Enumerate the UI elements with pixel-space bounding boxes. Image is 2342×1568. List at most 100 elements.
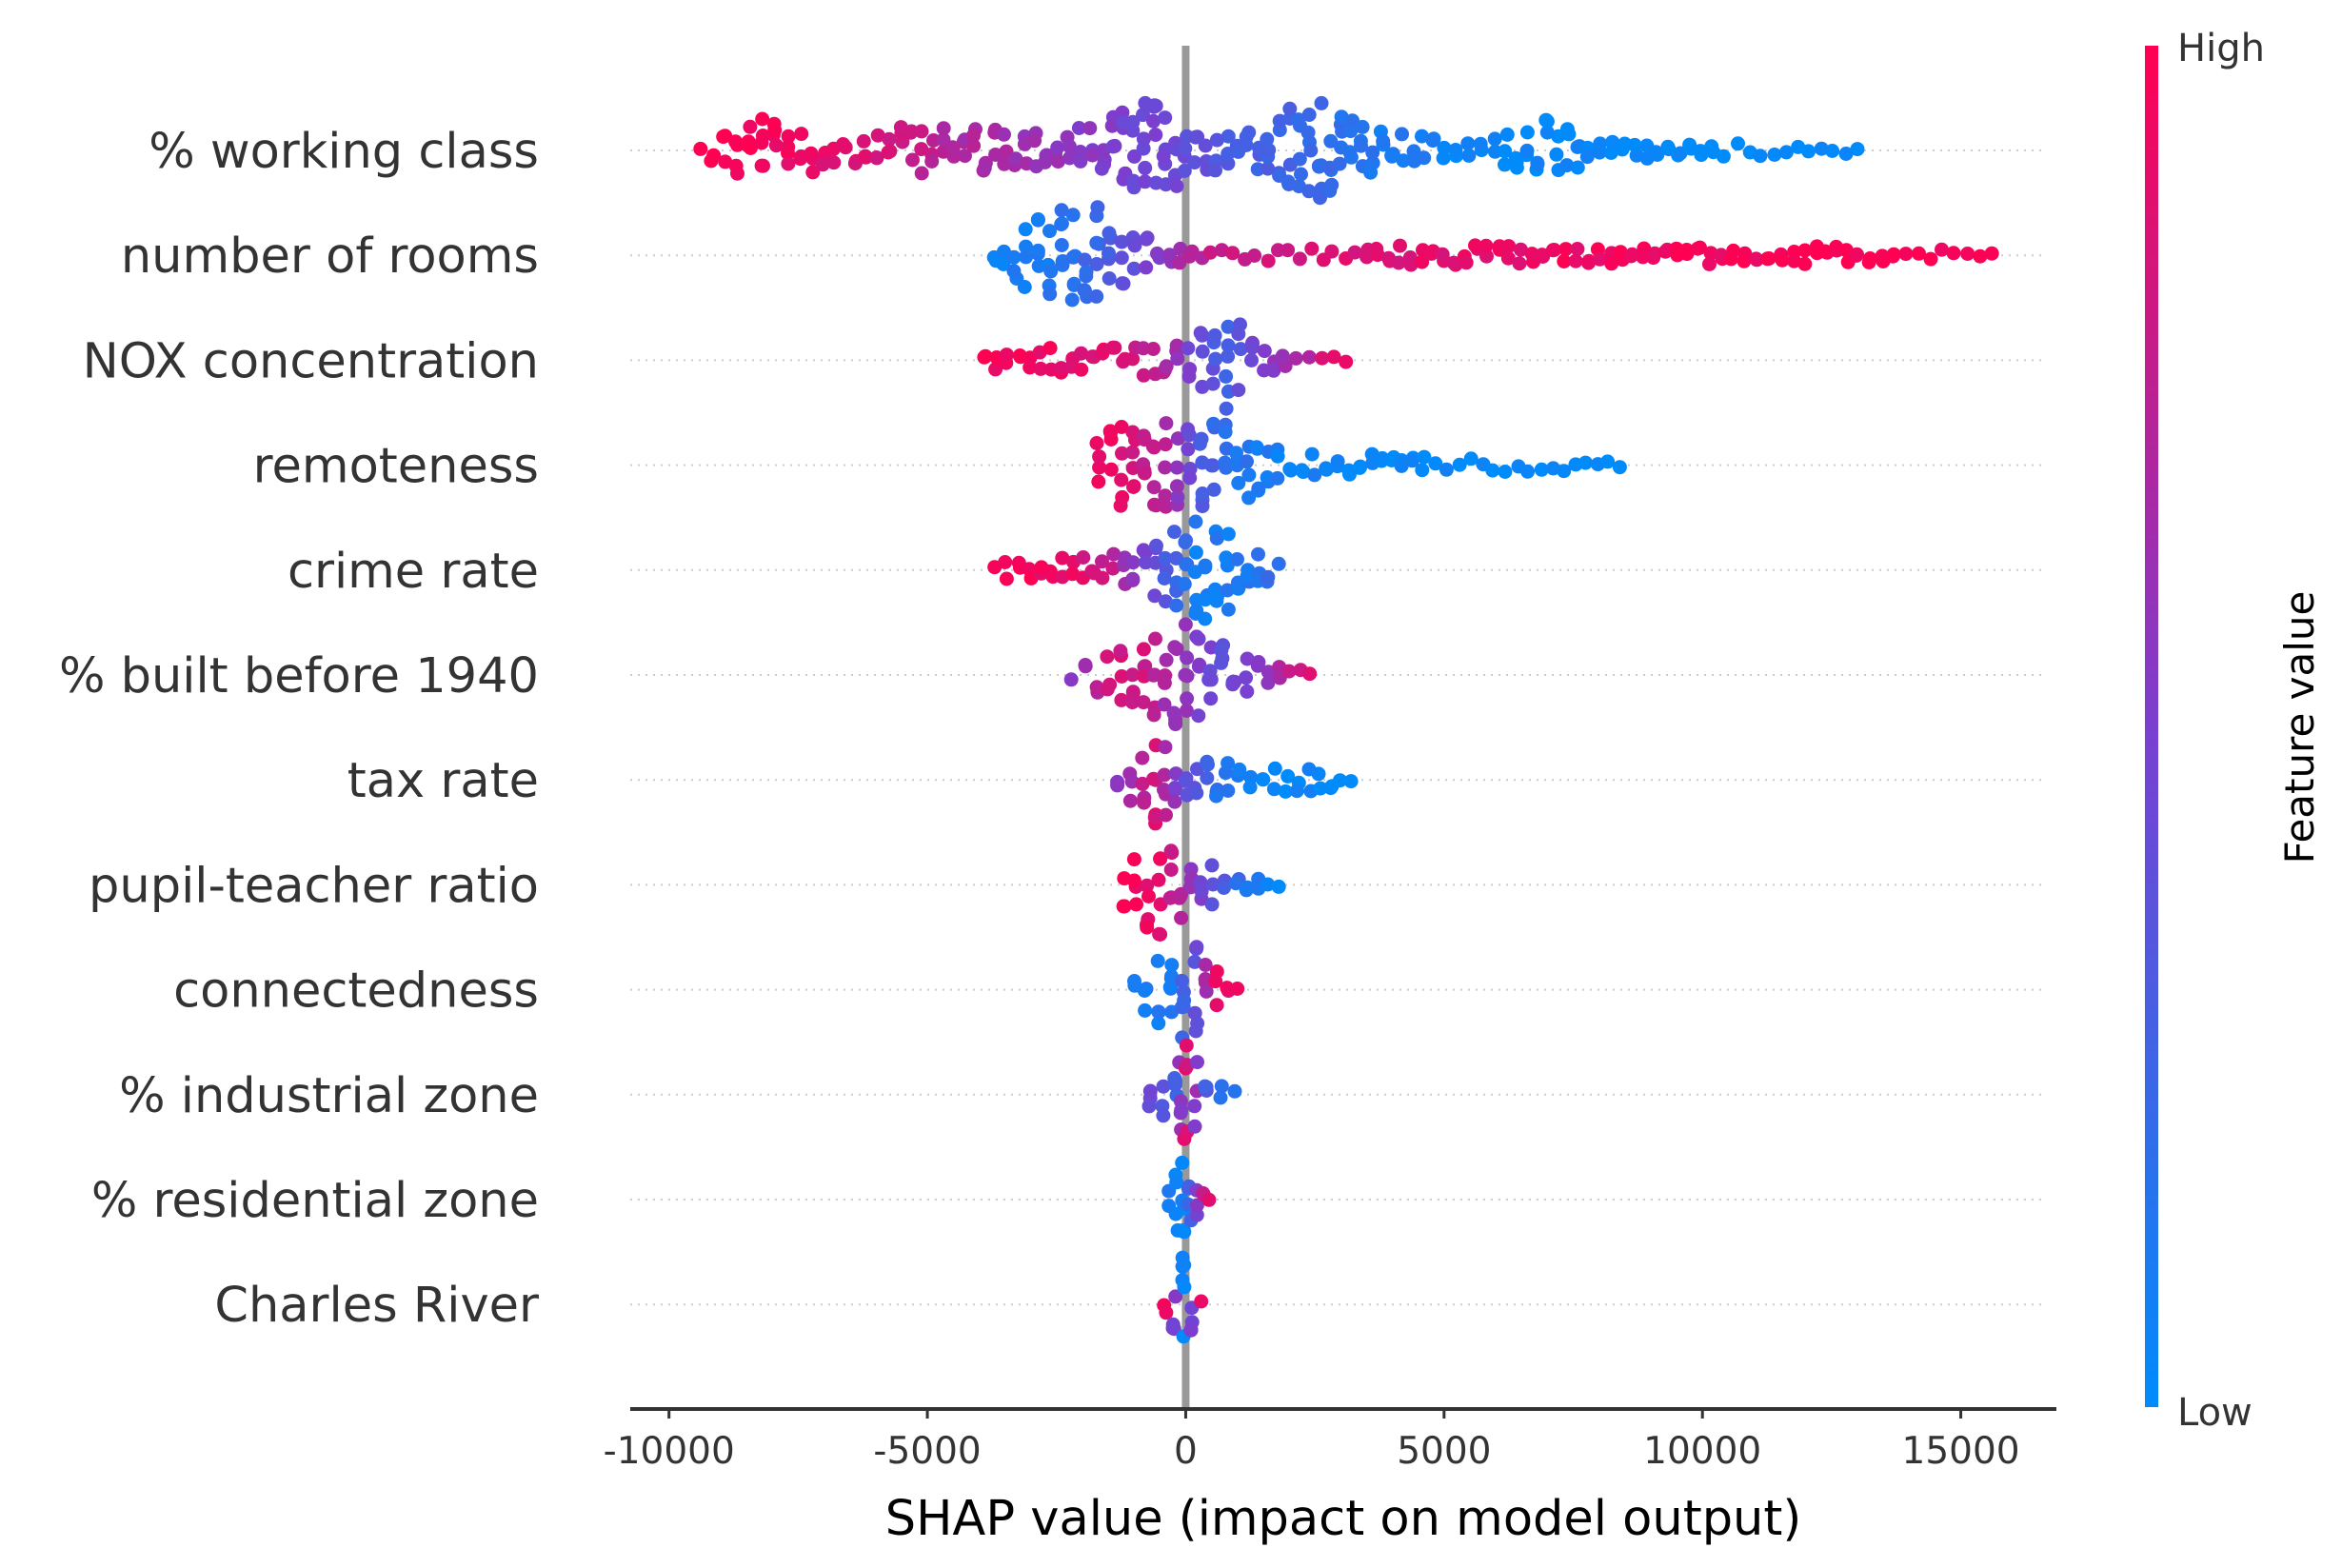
shap-point — [1260, 665, 1276, 680]
shap-point — [1787, 253, 1801, 268]
shap-point — [1089, 288, 1104, 304]
shap-point — [1027, 133, 1042, 149]
shap-point — [743, 119, 758, 134]
shap-point — [1205, 877, 1221, 892]
shap-point — [1512, 256, 1527, 271]
shap-point — [1417, 150, 1432, 166]
shap-point — [999, 347, 1014, 363]
shap-point — [1192, 436, 1207, 451]
shap-point — [1042, 341, 1058, 356]
shap-point — [1159, 1305, 1174, 1320]
shap-point — [1170, 489, 1185, 505]
shap-point — [1239, 670, 1254, 685]
shap-point — [1221, 348, 1236, 364]
shap-point — [1535, 248, 1550, 263]
shap-point — [1110, 778, 1125, 793]
shap-point — [1138, 174, 1153, 189]
shap-point — [1239, 129, 1254, 145]
shap-point — [1089, 257, 1104, 271]
shap-point — [977, 349, 992, 365]
x-tick-label: 0 — [1174, 1430, 1198, 1473]
shap-point — [1089, 680, 1104, 695]
shap-point — [1376, 133, 1391, 149]
shap-point — [1073, 153, 1088, 169]
x-tick-label: 15000 — [1902, 1430, 2020, 1473]
shap-point — [1519, 143, 1535, 158]
shap-point — [1050, 154, 1065, 169]
shap-point — [1570, 160, 1585, 175]
shap-point — [1159, 499, 1173, 514]
shap-point — [1054, 238, 1069, 252]
shap-point — [1343, 774, 1359, 789]
feature-label: % residential zone — [91, 1173, 539, 1229]
shap-point — [1148, 631, 1162, 646]
shap-point — [1704, 139, 1719, 154]
shap-point — [1042, 224, 1057, 239]
shap-point — [1208, 163, 1222, 178]
shap-point — [1260, 877, 1276, 892]
shap-point — [1271, 879, 1286, 894]
shap-point — [1242, 780, 1258, 795]
shap-point — [1275, 348, 1290, 364]
shap-point — [1177, 577, 1192, 591]
shap-point — [1220, 583, 1235, 598]
shap-point — [999, 571, 1014, 586]
shap-point — [781, 129, 796, 144]
shap-point — [1019, 249, 1034, 265]
feature-points — [693, 95, 1865, 206]
shap-point — [1437, 140, 1452, 155]
shap-point — [1006, 249, 1022, 265]
shap-point — [1230, 982, 1245, 996]
shap-point — [1214, 1079, 1229, 1094]
shap-point — [1731, 136, 1745, 151]
shap-point — [1240, 651, 1255, 666]
shap-point — [1251, 546, 1265, 562]
shap-point — [1148, 128, 1163, 143]
shap-point — [1307, 467, 1322, 483]
shap-point — [997, 127, 1011, 142]
shap-point — [1459, 255, 1474, 270]
shap-point — [1801, 144, 1816, 159]
feature-points — [987, 514, 1286, 626]
feature-points — [1157, 1250, 1209, 1344]
shap-point — [1240, 454, 1254, 469]
shap-point — [1206, 482, 1221, 497]
shap-point — [1188, 545, 1203, 560]
shap-point — [1100, 649, 1115, 665]
shap-point — [1247, 248, 1262, 263]
shap-point — [1500, 250, 1516, 266]
shap-point — [755, 111, 770, 127]
shap-point — [1174, 910, 1189, 925]
shap-point — [1303, 143, 1319, 158]
shap-point — [1183, 1322, 1199, 1338]
shap-point — [1147, 588, 1162, 604]
shap-point — [1330, 454, 1345, 469]
shap-point — [1113, 644, 1128, 659]
shap-point — [1315, 350, 1330, 366]
shap-point — [1266, 363, 1281, 378]
shap-point — [1195, 327, 1210, 343]
shap-point — [1078, 658, 1093, 672]
shap-point — [914, 124, 929, 139]
shap-point — [1129, 897, 1143, 912]
shap-point — [1395, 127, 1409, 142]
shap-point — [1151, 872, 1166, 887]
shap-point — [1142, 1083, 1158, 1099]
shap-point — [1208, 974, 1223, 989]
shap-point — [1875, 248, 1890, 264]
shap-point — [1158, 110, 1173, 126]
shap-point — [1323, 133, 1339, 149]
shap-point — [1256, 772, 1271, 787]
shap-point — [1194, 1294, 1209, 1309]
shap-point — [883, 144, 898, 159]
shap-point — [1115, 446, 1129, 461]
shap-point — [1415, 254, 1430, 269]
shap-point — [1071, 121, 1086, 135]
shap-point — [1179, 704, 1194, 718]
shap-point — [1169, 479, 1184, 494]
feature-label: Charles River — [214, 1278, 539, 1334]
shap-point — [1177, 164, 1192, 178]
feature-label: connectedness — [173, 963, 539, 1020]
shap-point — [1150, 953, 1165, 968]
shap-point — [728, 158, 744, 173]
